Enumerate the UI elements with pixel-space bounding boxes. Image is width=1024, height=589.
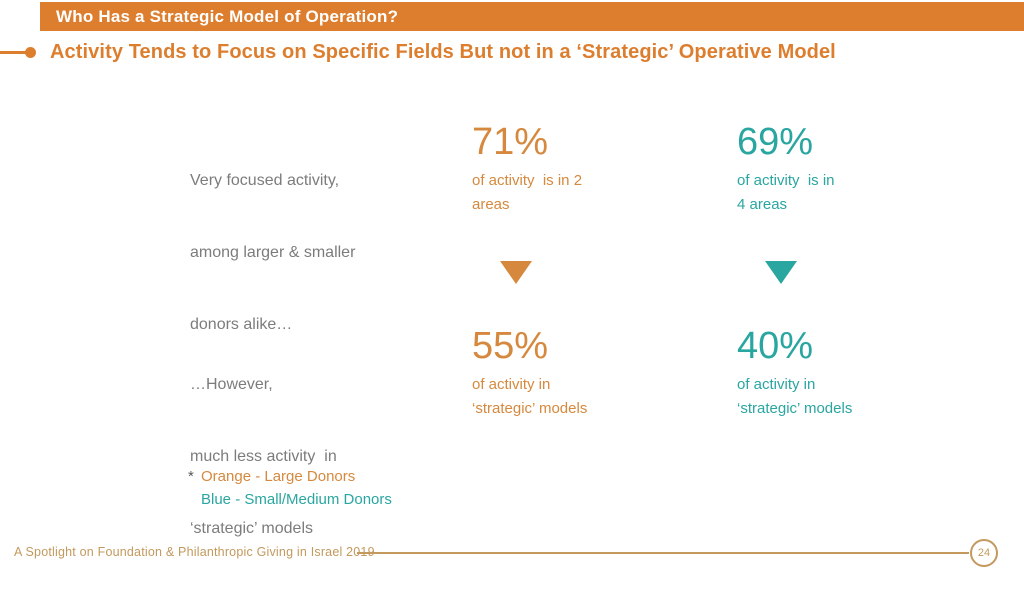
header-bar: Who Has a Strategic Model of Operation? (40, 2, 1024, 31)
down-arrow-teal-icon (765, 261, 797, 284)
stat-strategic-small-donors: 40% of activity in ‘strategic’ models (737, 326, 987, 421)
stat-desc-line: areas (472, 196, 510, 213)
legend-indent (188, 488, 201, 511)
legend-asterisk: * (188, 468, 194, 485)
stat-desc-line: of activity is in (737, 172, 835, 189)
legend-row-orange: * Orange - Large Donors (188, 465, 392, 488)
stat-value: 71% (472, 121, 549, 163)
legend-blue-label: Blue - Small/Medium Donors (201, 491, 392, 508)
page-number-badge: 24 (970, 539, 998, 567)
color-legend: * Orange - Large Donors Blue - Small/Med… (188, 465, 392, 511)
stat-focused-large-donors: 71% of activity is in 2 areas (472, 122, 722, 217)
stat-value: 55% (472, 325, 549, 367)
stat-value: 69% (737, 121, 814, 163)
label-line: donors alike… (190, 316, 293, 333)
footer-line-decoration (357, 552, 969, 554)
bullet-line-decoration (0, 51, 26, 54)
header-title: Who Has a Strategic Model of Operation? (56, 6, 399, 26)
strategic-models-label: …However, much less activity in ‘strateg… (190, 325, 460, 589)
stat-desc-line: of activity in (472, 376, 551, 393)
label-line: …However, (190, 376, 273, 393)
focused-activity-label: Very focused activity, among larger & sm… (190, 121, 460, 385)
label-line: Very focused activity, (190, 172, 340, 189)
slide: Who Has a Strategic Model of Operation? … (0, 2, 1024, 567)
label-line: ‘strategic’ models (190, 520, 314, 537)
down-arrow-orange-icon (500, 261, 532, 284)
stat-desc-line: of activity is in 2 (472, 172, 583, 189)
bullet-dot-icon (25, 47, 36, 58)
legend-row-blue: Blue - Small/Medium Donors (188, 488, 392, 511)
stat-desc-line: of activity in (737, 376, 816, 393)
stat-desc-line: ‘strategic’ models (737, 400, 853, 417)
footer-source-text: A Spotlight on Foundation & Philanthropi… (14, 545, 375, 559)
stat-focused-small-donors: 69% of activity is in 4 areas (737, 122, 987, 217)
stat-value: 40% (737, 325, 814, 367)
stat-desc-line: 4 areas (737, 196, 788, 213)
stat-desc-line: ‘strategic’ models (472, 400, 588, 417)
slide-subtitle: Activity Tends to Focus on Specific Fiel… (50, 41, 836, 63)
stat-strategic-large-donors: 55% of activity in ‘strategic’ models (472, 326, 722, 421)
label-line: among larger & smaller (190, 244, 356, 261)
legend-orange-label: Orange - Large Donors (201, 468, 356, 485)
label-line: much less activity in (190, 448, 337, 465)
